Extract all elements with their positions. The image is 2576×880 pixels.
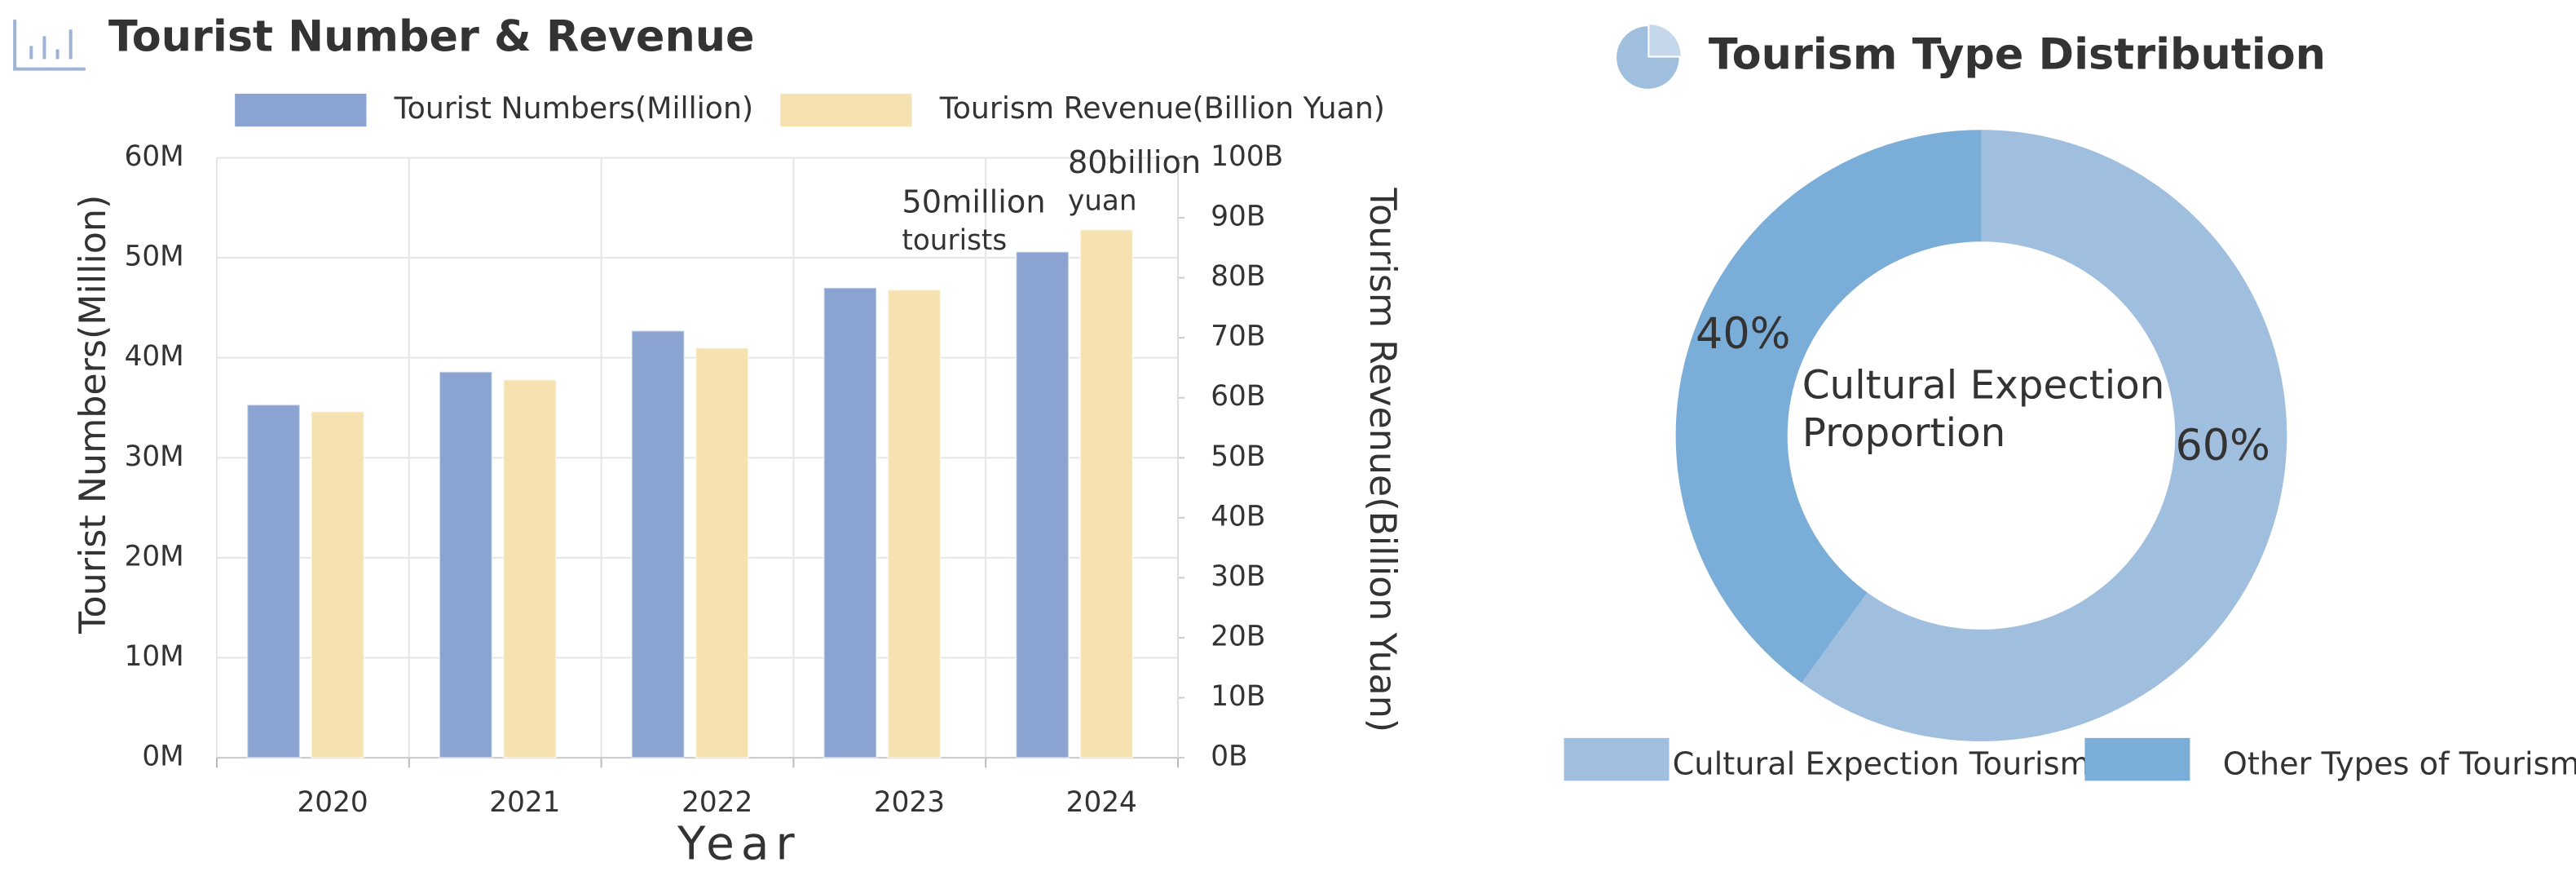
data-label: 60% [2175, 421, 2269, 471]
x-tick-label: 2021 [489, 786, 560, 819]
legend-label: Cultural Expection Tourism [1673, 746, 2090, 783]
chart-title: Tourist Number & Revenue [108, 11, 755, 61]
chart-title: Tourism Type Distribution [1709, 30, 2326, 80]
y2-tick-label: 70B [1211, 321, 1265, 353]
y-tick-label: 20M [125, 540, 184, 573]
y-tick-label: 60M [125, 140, 184, 173]
y-tick-label: 10M [125, 640, 184, 673]
annotation: 50million [902, 184, 1045, 220]
y-axis-label: Tourist Numbers(Million) [73, 195, 114, 635]
y2-tick-label: 30B [1211, 560, 1265, 593]
legend-swatch [2084, 737, 2190, 781]
y-tick-label: 0M [142, 741, 183, 773]
bar [439, 370, 493, 759]
y2-axis-label: Tourism Revenue(Billion Yuan) [1361, 187, 1403, 732]
bar [502, 378, 558, 759]
x-axis-label: Year [677, 818, 801, 871]
legend-swatch [780, 93, 912, 127]
legend-swatch [235, 93, 367, 127]
y2-tick-label: 20B [1211, 620, 1265, 652]
bar [630, 329, 686, 759]
y2-tick-label: 0B [1211, 741, 1247, 773]
x-tick-label: 2023 [874, 786, 945, 819]
bar [1079, 228, 1134, 759]
bar-icon [13, 20, 86, 71]
y2-tick-label: 40B [1211, 500, 1265, 533]
y2-tick-label: 10B [1211, 680, 1265, 713]
y-tick-label: 40M [125, 340, 184, 373]
bar [887, 289, 942, 759]
y-tick-label: 50M [125, 241, 184, 273]
legend-label: Other Types of Tourism [2223, 746, 2576, 783]
x-tick-label: 2020 [298, 786, 368, 819]
y2-tick-label: 60B [1211, 380, 1265, 413]
bar [1015, 250, 1070, 759]
y-tick-label: 30M [125, 440, 184, 473]
legend-label: Tourism Revenue(Billion Yuan) [939, 91, 1385, 126]
donut-slice [1802, 130, 2287, 741]
y2-tick-label: 90B [1211, 201, 1265, 233]
y2-tick-label: 100B [1211, 140, 1283, 173]
bar [310, 410, 365, 759]
legend-label: Tourist Numbers(Million) [394, 91, 753, 126]
center-label: Cultural Expection [1802, 363, 2165, 409]
annotation: yuan [1068, 184, 1137, 217]
y2-tick-label: 50B [1211, 440, 1265, 473]
donut-slice [1675, 130, 1982, 683]
x-tick-label: 2024 [1066, 786, 1137, 819]
data-label: 40% [1696, 309, 1790, 359]
annotation: 80billion [1068, 144, 1201, 181]
center-label: Proportion [1802, 410, 2006, 456]
bar [823, 286, 878, 759]
legend-swatch [1564, 737, 1670, 781]
x-tick-label: 2022 [681, 786, 752, 819]
bar [246, 404, 301, 759]
bar [695, 347, 749, 759]
y2-tick-label: 80B [1211, 260, 1265, 293]
annotation: tourists [902, 224, 1007, 257]
pie-icon [1617, 24, 1681, 89]
